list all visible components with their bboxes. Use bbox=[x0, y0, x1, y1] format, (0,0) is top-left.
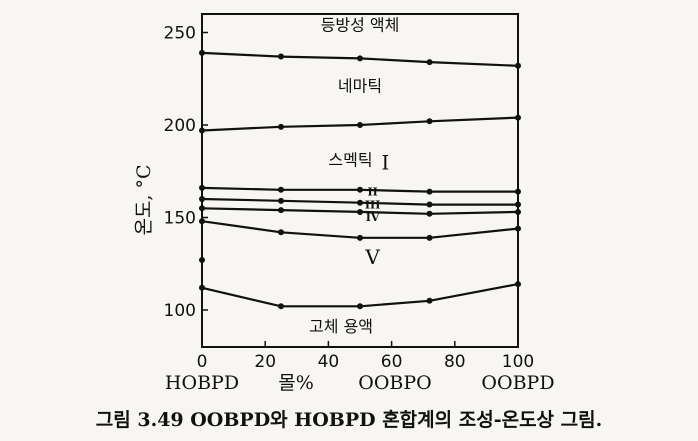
region-label-2: 네마틱 bbox=[338, 77, 382, 96]
phase-numeral-1: I bbox=[381, 150, 389, 174]
phase-boundary-line-7 bbox=[201, 283, 519, 308]
y-tick-label-1: 150 bbox=[164, 209, 196, 229]
phase-numeral-5: V bbox=[364, 245, 380, 269]
data-point-1-1 bbox=[199, 49, 205, 56]
axis-ticks: 0 20 40 60 80 100 100 150 200 250 bbox=[164, 24, 535, 373]
phase-numeral-4: IV bbox=[366, 211, 380, 224]
phase-numeral-3: III bbox=[365, 198, 380, 211]
data-point-3-4 bbox=[426, 188, 433, 195]
plot-frame bbox=[201, 13, 519, 348]
y-tick-label-2: 200 bbox=[164, 116, 196, 136]
data-point-7-1 bbox=[199, 284, 205, 291]
data-point-1-3 bbox=[357, 55, 363, 62]
x-tick-label-3: 60 bbox=[381, 352, 403, 372]
data-point-6-4 bbox=[426, 234, 433, 241]
data-point-3-3 bbox=[357, 186, 363, 193]
data-point-3-5 bbox=[515, 188, 521, 195]
figure-caption: 그림 3.49 OOBPD와 HOBPD 혼합계의 조성-온도상 그림. bbox=[96, 408, 602, 431]
data-point-1-2 bbox=[278, 53, 284, 60]
region-label-3: 스멕틱 bbox=[328, 151, 372, 170]
x-tick-label-1: 20 bbox=[254, 352, 276, 372]
data-point-4-3 bbox=[357, 199, 363, 206]
data-point-4-5 bbox=[515, 201, 521, 208]
data-point-2-5 bbox=[515, 114, 521, 121]
phase-numeral-2: II bbox=[367, 185, 377, 198]
data-point-6-2 bbox=[278, 229, 284, 236]
data-point-4-4 bbox=[426, 201, 433, 208]
data-point-5-3 bbox=[357, 208, 363, 215]
y-axis-label: 온도, °C bbox=[133, 164, 155, 235]
extra-data-point-1 bbox=[199, 257, 205, 264]
data-point-4-1 bbox=[199, 196, 205, 202]
data-point-5-4 bbox=[426, 210, 433, 217]
x-tick-label-5: 100 bbox=[502, 352, 534, 372]
data-point-6-5 bbox=[515, 225, 521, 232]
region-label-4: 고체 용액 bbox=[309, 317, 373, 336]
data-point-5-5 bbox=[515, 208, 521, 215]
composition-label-oobpd: OOBPD bbox=[481, 372, 554, 394]
data-point-1-5 bbox=[515, 62, 521, 69]
x-tick-label-0: 0 bbox=[197, 352, 208, 372]
region-label-1: 등방성 액체 bbox=[321, 16, 400, 35]
data-point-7-2 bbox=[278, 303, 284, 310]
data-point-2-1 bbox=[199, 127, 205, 134]
x-axis-label: 몰% bbox=[278, 372, 314, 394]
data-point-3-1 bbox=[199, 184, 205, 191]
data-point-5-1 bbox=[199, 205, 205, 212]
data-point-1-4 bbox=[426, 59, 433, 66]
y-tick-label-0: 100 bbox=[164, 301, 196, 321]
data-point-2-4 bbox=[426, 118, 433, 125]
x-tick-label-4: 80 bbox=[444, 352, 466, 372]
data-point-6-3 bbox=[357, 234, 363, 241]
data-point-6-1 bbox=[199, 218, 205, 225]
composition-label-oobpo: OOBPO bbox=[358, 372, 431, 394]
data-point-4-2 bbox=[278, 197, 284, 204]
series-layer bbox=[199, 49, 521, 310]
data-point-7-3 bbox=[357, 303, 363, 310]
x-tick-label-2: 40 bbox=[318, 352, 340, 372]
data-point-2-3 bbox=[357, 122, 363, 128]
composition-label-hobpd: HOBPD bbox=[165, 372, 239, 394]
y-tick-label-3: 250 bbox=[164, 24, 196, 44]
data-point-5-2 bbox=[278, 207, 284, 214]
data-point-3-2 bbox=[278, 186, 284, 193]
data-point-7-5 bbox=[515, 281, 521, 288]
data-point-7-4 bbox=[426, 297, 433, 304]
data-point-2-2 bbox=[278, 123, 284, 130]
